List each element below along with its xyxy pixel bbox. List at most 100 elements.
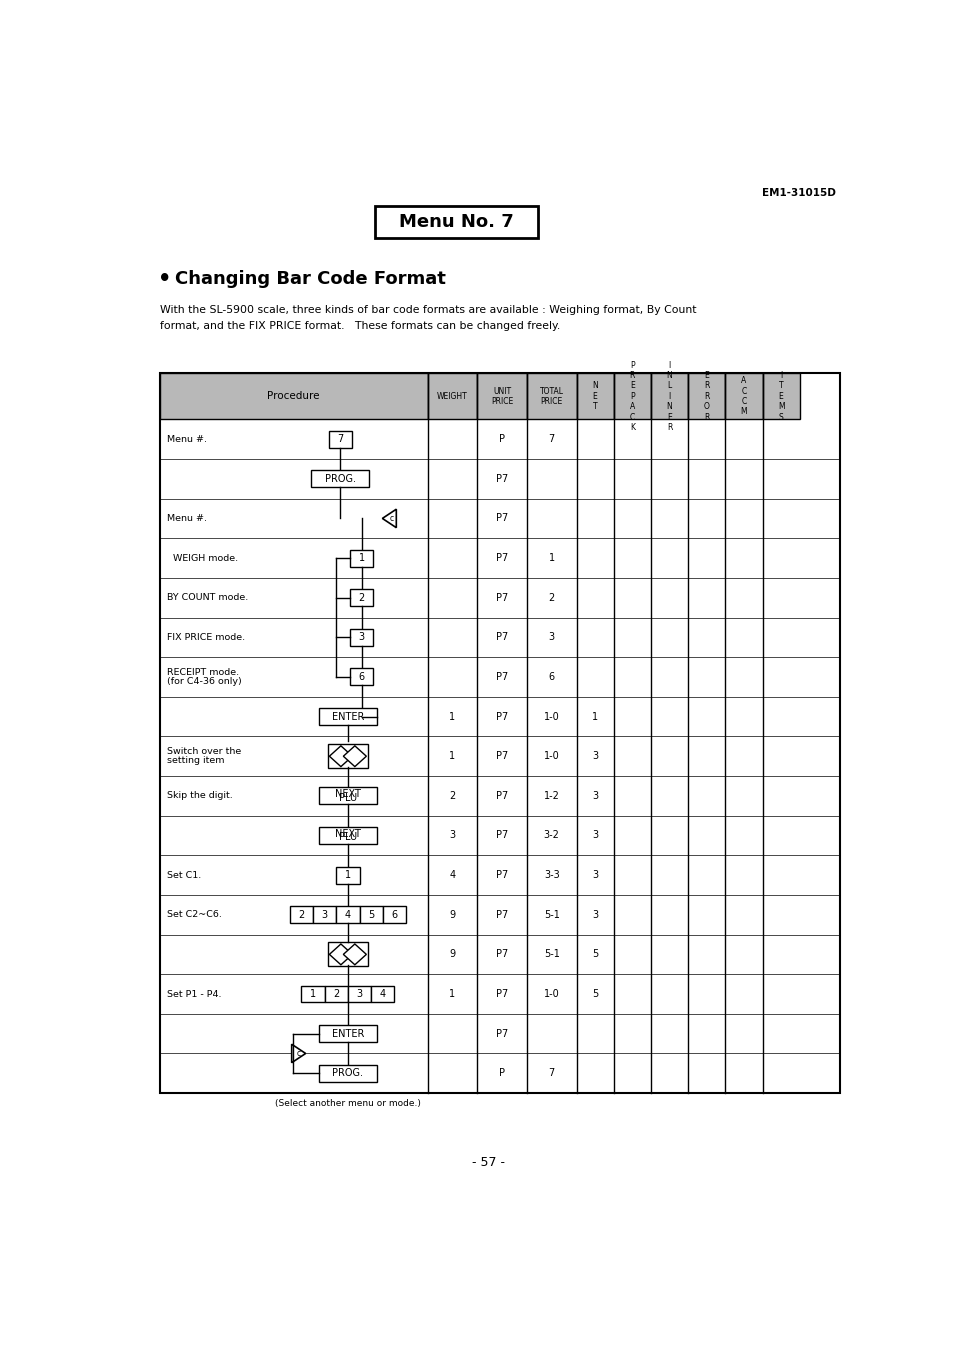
Text: Skip the digit.: Skip the digit. <box>167 791 233 800</box>
Text: EM1-31015D: EM1-31015D <box>761 188 835 198</box>
Bar <box>359 907 382 923</box>
Text: 6: 6 <box>358 672 364 682</box>
Bar <box>318 707 376 725</box>
Text: 1: 1 <box>310 989 315 999</box>
Text: P7: P7 <box>496 909 508 920</box>
Bar <box>311 471 369 487</box>
Bar <box>348 986 371 1002</box>
Polygon shape <box>329 746 352 767</box>
Text: 7: 7 <box>548 434 555 444</box>
Text: 2: 2 <box>449 791 456 800</box>
Text: format, and the FIX PRICE format.   These formats can be changed freely.: format, and the FIX PRICE format. These … <box>159 321 559 331</box>
Text: P
R
E
P
A
C
K: P R E P A C K <box>629 360 635 432</box>
Text: 3-3: 3-3 <box>543 870 559 880</box>
Bar <box>350 589 373 607</box>
Bar <box>761 373 799 420</box>
Text: 3: 3 <box>592 830 598 841</box>
Polygon shape <box>343 944 366 964</box>
Text: E
R
R
O
R: E R R O R <box>703 371 709 421</box>
Polygon shape <box>343 746 366 767</box>
Text: PROG.: PROG. <box>324 473 355 484</box>
Text: 1: 1 <box>344 870 351 880</box>
Bar <box>335 907 359 923</box>
Bar <box>328 430 352 448</box>
Text: P: P <box>498 434 504 444</box>
Text: 5: 5 <box>592 989 598 999</box>
Text: 2: 2 <box>548 593 555 603</box>
Text: NEXT: NEXT <box>335 829 360 838</box>
Text: 1-0: 1-0 <box>543 752 559 761</box>
Text: 4: 4 <box>449 870 456 880</box>
Text: 6: 6 <box>548 672 555 682</box>
Text: NEXT: NEXT <box>335 790 360 799</box>
Text: P7: P7 <box>496 950 508 959</box>
Bar <box>328 744 368 768</box>
Text: With the SL-5900 scale, three kinds of bar code formats are available : Weighing: With the SL-5900 scale, three kinds of b… <box>159 305 696 315</box>
Polygon shape <box>382 510 395 527</box>
Text: P7: P7 <box>496 632 508 643</box>
Text: P7: P7 <box>496 473 508 484</box>
Text: FIX PRICE mode.: FIX PRICE mode. <box>167 633 245 642</box>
Text: 6: 6 <box>391 909 397 920</box>
Bar <box>375 206 537 238</box>
Text: RECEIPT mode.: RECEIPT mode. <box>167 668 239 678</box>
Bar <box>613 373 650 420</box>
Text: •: • <box>158 269 172 289</box>
Text: PLU: PLU <box>338 792 356 803</box>
Text: Menu #.: Menu #. <box>167 514 207 523</box>
Text: A
C
C
M: A C C M <box>740 377 746 417</box>
Text: 1: 1 <box>449 989 456 999</box>
Text: P7: P7 <box>496 870 508 880</box>
Text: c: c <box>389 514 394 523</box>
Text: Procedure: Procedure <box>267 391 319 401</box>
Text: I
T
E
M
S: I T E M S <box>777 371 783 421</box>
Text: Switch over the: Switch over the <box>167 748 241 756</box>
Polygon shape <box>329 944 352 964</box>
Text: 7: 7 <box>336 434 343 444</box>
Bar <box>318 827 376 843</box>
Bar <box>350 550 373 566</box>
Bar <box>318 787 376 804</box>
Text: P7: P7 <box>496 553 508 564</box>
Bar <box>324 986 348 1002</box>
Text: 3: 3 <box>592 752 598 761</box>
Bar <box>687 373 724 420</box>
Text: P7: P7 <box>496 989 508 999</box>
Text: PLU: PLU <box>338 833 356 842</box>
Text: 9: 9 <box>449 909 456 920</box>
Text: WEIGHT: WEIGHT <box>436 391 467 401</box>
Text: setting item: setting item <box>167 756 225 765</box>
Text: I
N
L
I
N
E
R: I N L I N E R <box>666 360 672 432</box>
Bar <box>335 866 359 884</box>
Text: ENTER: ENTER <box>332 712 364 722</box>
Text: ENTER: ENTER <box>332 1029 364 1038</box>
Bar <box>313 907 335 923</box>
Text: P7: P7 <box>496 514 508 523</box>
Text: 5: 5 <box>592 950 598 959</box>
Text: 4: 4 <box>379 989 385 999</box>
Bar <box>371 986 394 1002</box>
Text: Set C2~C6.: Set C2~C6. <box>167 911 222 919</box>
Text: 5-1: 5-1 <box>543 950 559 959</box>
Bar <box>350 629 373 646</box>
Text: P: P <box>498 1068 504 1079</box>
Text: P7: P7 <box>496 712 508 722</box>
Bar <box>328 943 368 966</box>
Bar <box>526 373 576 420</box>
Text: 3: 3 <box>321 909 327 920</box>
Text: 1-0: 1-0 <box>543 989 559 999</box>
Text: (Select another menu or mode.): (Select another menu or mode.) <box>274 1099 420 1108</box>
Text: 1-2: 1-2 <box>543 791 559 800</box>
Text: Changing Bar Code Format: Changing Bar Code Format <box>174 270 445 288</box>
Text: 5: 5 <box>368 909 374 920</box>
Text: Set C1.: Set C1. <box>167 870 201 880</box>
Bar <box>301 986 324 1002</box>
Text: 2: 2 <box>298 909 304 920</box>
Bar <box>576 373 613 420</box>
Bar <box>427 373 476 420</box>
Text: (for C4-36 only): (for C4-36 only) <box>167 677 242 686</box>
Polygon shape <box>292 1044 305 1063</box>
Text: P7: P7 <box>496 830 508 841</box>
Text: 3: 3 <box>548 632 555 643</box>
Text: 2: 2 <box>358 593 365 603</box>
